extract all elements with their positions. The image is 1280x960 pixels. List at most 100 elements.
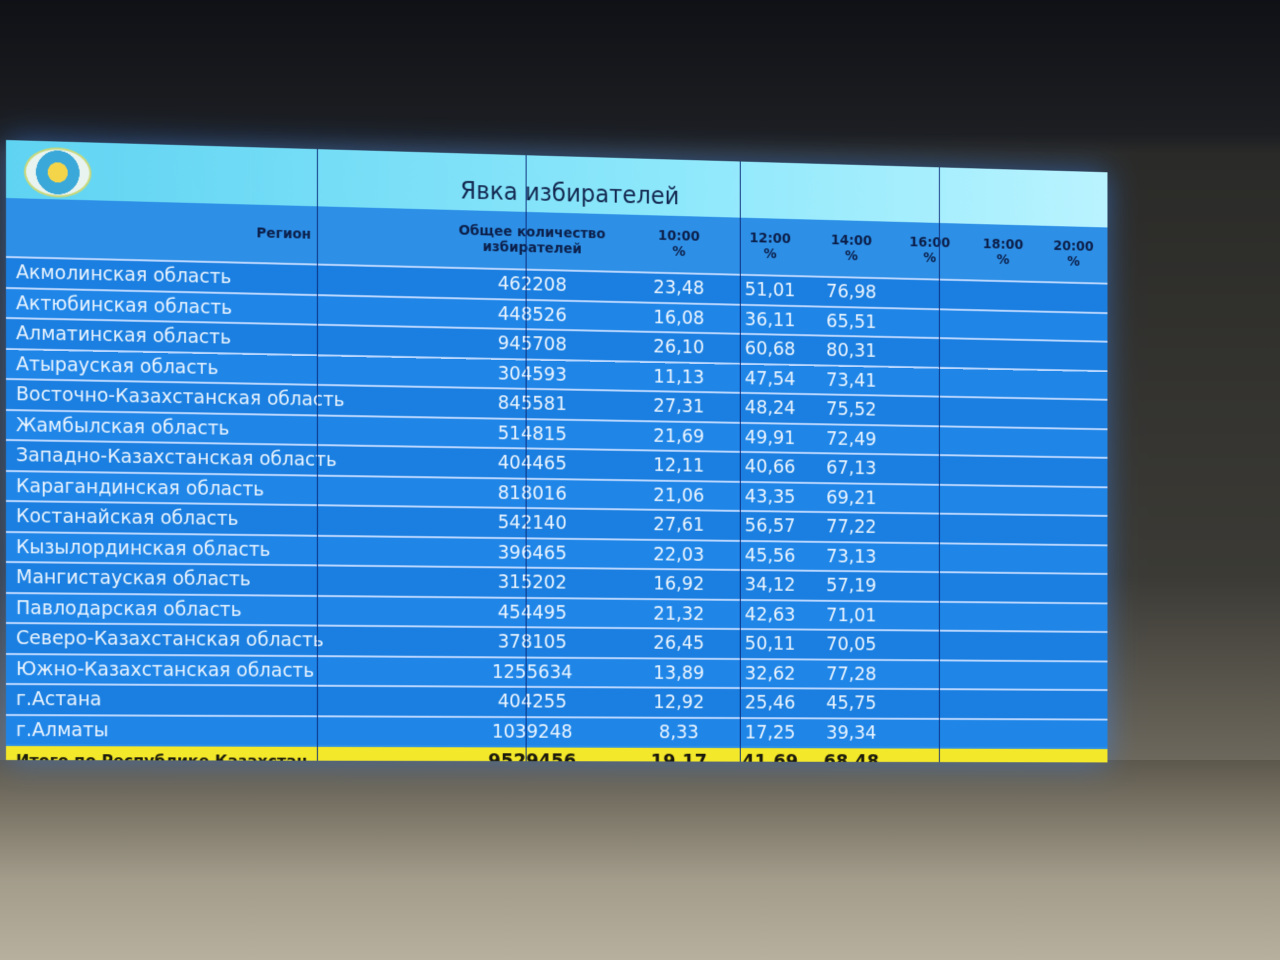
voters-cell: 514815 xyxy=(436,417,628,451)
turnout-20-cell xyxy=(1039,514,1108,545)
turnout-14-cell: 39,34 xyxy=(809,717,893,748)
time-label: 18:00 xyxy=(982,236,1024,253)
turnout-12-cell: 51,01 xyxy=(730,274,810,306)
turnout-10-cell: 23,48 xyxy=(627,272,731,305)
table-row: г.Астана 404255 12,92 25,46 45,75 xyxy=(6,684,1108,720)
unit-label: % xyxy=(672,243,686,260)
turnout-18-cell xyxy=(966,689,1040,719)
region-cell: Южно-Казахстанская область xyxy=(6,653,437,687)
turnout-14-cell: 65,51 xyxy=(809,305,893,338)
voters-cell: 1255634 xyxy=(436,656,628,688)
turnout-20-cell xyxy=(1039,718,1108,749)
voters-cell: 404465 xyxy=(436,446,628,480)
voters-cell: 448526 xyxy=(436,297,628,332)
turnout-12-cell: 36,11 xyxy=(730,304,810,336)
turnout-12-cell: 60,68 xyxy=(730,333,810,365)
region-cell: Мангистауская область xyxy=(6,562,437,597)
turnout-16-cell xyxy=(892,483,967,514)
turnout-10-cell: 21,69 xyxy=(627,420,731,452)
turnout-18-cell xyxy=(966,630,1040,661)
bezel-line xyxy=(316,149,318,761)
turnout-14-cell: 77,28 xyxy=(809,659,893,689)
turnout-14-cell: 80,31 xyxy=(809,335,893,367)
turnout-14-cell: 71,01 xyxy=(809,600,893,631)
turnout-12-cell: 17,25 xyxy=(730,717,810,748)
turnout-18-cell xyxy=(966,484,1040,515)
turnout-table: Регион Общее количество избирателей 10:0… xyxy=(6,198,1108,763)
turnout-16-cell xyxy=(892,512,967,544)
total-row: Итого по Республике Казахстан 9529456 19,1… xyxy=(6,745,1108,763)
turnout-10-cell: 12,92 xyxy=(627,687,731,718)
turnout-18-cell xyxy=(966,543,1040,574)
turnout-10-cell: 21,32 xyxy=(627,598,731,629)
turnout-20-cell xyxy=(1039,485,1108,516)
header-total-voters: Общее количество избирателей xyxy=(436,209,628,273)
turnout-18-cell xyxy=(966,309,1040,341)
turnout-10-cell: 19,17 xyxy=(627,746,731,763)
turnout-18-cell xyxy=(966,513,1040,545)
unit-label: % xyxy=(1067,254,1080,270)
turnout-10-cell: 16,92 xyxy=(627,568,731,600)
turnout-12-cell: 41,69 xyxy=(730,747,810,763)
turnout-20-cell xyxy=(1039,747,1108,763)
turnout-20-cell xyxy=(1039,398,1108,429)
turnout-14-cell: 68,48 xyxy=(809,747,893,763)
turnout-18-cell xyxy=(966,426,1040,457)
turnout-20-cell xyxy=(1039,689,1108,720)
turnout-10-cell: 27,31 xyxy=(627,390,731,423)
region-cell: г.Алматы xyxy=(6,714,437,747)
turnout-16-cell xyxy=(892,337,967,368)
region-cell: Итого по Республике Казахстан xyxy=(6,745,437,763)
turnout-16-cell xyxy=(892,600,967,631)
turnout-14-cell: 69,21 xyxy=(809,482,893,513)
turnout-10-cell: 16,08 xyxy=(627,301,731,334)
voters-cell: 462208 xyxy=(436,267,628,302)
region-cell: Кызылординская область xyxy=(6,531,437,567)
turnout-12-cell: 50,11 xyxy=(730,628,810,660)
voters-cell: 378105 xyxy=(436,626,628,658)
turnout-16-cell xyxy=(892,571,967,602)
turnout-20-cell xyxy=(1039,427,1108,458)
header-time: 10:00% xyxy=(627,214,731,275)
bezel-line xyxy=(938,167,940,763)
turnout-12-cell: 56,57 xyxy=(730,510,810,542)
turnout-18-cell xyxy=(966,660,1040,690)
turnout-16-cell xyxy=(892,278,967,310)
turnout-14-cell: 57,19 xyxy=(809,570,893,601)
header-time: 14:00% xyxy=(809,219,893,279)
turnout-12-cell: 47,54 xyxy=(730,363,810,395)
turnout-10-cell: 26,45 xyxy=(627,628,731,659)
turnout-16-cell xyxy=(892,425,967,456)
voters-cell: 304593 xyxy=(436,357,628,391)
header-time: 20:00% xyxy=(1039,225,1108,284)
bezel-line xyxy=(525,155,527,762)
turnout-20-cell xyxy=(1039,631,1108,662)
turnout-18-cell xyxy=(966,280,1040,312)
turnout-10-cell: 21,06 xyxy=(627,479,731,511)
turnout-18-cell xyxy=(966,455,1040,486)
voters-cell: 404255 xyxy=(436,686,628,718)
unit-label: % xyxy=(844,248,858,265)
turnout-10-cell: 8,33 xyxy=(627,717,731,748)
turnout-16-cell xyxy=(892,747,967,763)
turnout-20-cell xyxy=(1039,602,1108,633)
turnout-16-cell xyxy=(892,659,967,690)
voters-cell: 818016 xyxy=(436,476,628,510)
header-time: 12:00% xyxy=(730,217,810,277)
turnout-16-cell xyxy=(892,718,967,748)
time-label: 16:00 xyxy=(909,234,951,252)
turnout-10-cell: 12,11 xyxy=(627,450,731,482)
turnout-20-cell xyxy=(1039,281,1108,313)
voters-cell: 454495 xyxy=(436,596,628,629)
turnout-12-cell: 48,24 xyxy=(730,392,810,424)
turnout-18-cell xyxy=(966,367,1040,399)
turnout-10-cell: 26,10 xyxy=(627,331,731,364)
turnout-14-cell: 72,49 xyxy=(809,423,893,455)
header-region: Регион xyxy=(6,198,437,268)
turnout-18-cell xyxy=(966,338,1040,370)
display-screen: Явка избирателей Регион Общее количество… xyxy=(6,140,1108,763)
turnout-12-cell: 43,35 xyxy=(730,481,810,512)
turnout-18-cell xyxy=(966,572,1040,603)
time-label: 20:00 xyxy=(1053,238,1094,255)
voters-cell: 396465 xyxy=(436,536,628,569)
